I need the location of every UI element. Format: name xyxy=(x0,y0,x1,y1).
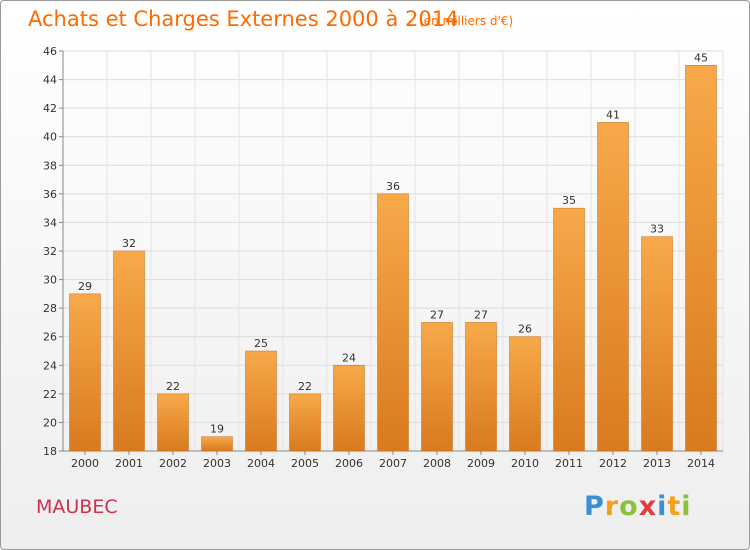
chart-title: Achats et Charges Externes 2000 à 2014 xyxy=(28,7,459,31)
x-tick-label: 2002 xyxy=(159,457,187,470)
y-tick-label: 36 xyxy=(43,188,57,201)
data-label: 36 xyxy=(386,180,400,193)
y-tick-label: 30 xyxy=(43,274,57,287)
chart-subtitle: (en milliers d'€) xyxy=(419,14,514,28)
data-label: 26 xyxy=(518,323,532,336)
bar xyxy=(245,350,277,452)
x-tick-label: 2006 xyxy=(335,457,363,470)
y-tick-label: 18 xyxy=(43,445,57,458)
data-labels: 29 32 22 19 25 22 24 36 27 27 26 35 41 33 45 xyxy=(78,51,708,435)
y-tick-label: 24 xyxy=(43,359,57,372)
x-tick-label: 2005 xyxy=(291,457,319,470)
bar xyxy=(465,322,497,452)
data-label: 27 xyxy=(430,308,444,321)
bar xyxy=(509,336,541,452)
x-tick-label: 2010 xyxy=(511,457,539,470)
data-label: 29 xyxy=(78,280,92,293)
x-axis: 2000 2001 2002 2003 2004 2005 2006 2007 2008 2009… xyxy=(63,450,723,470)
commune-name: MAUBEC xyxy=(36,496,118,518)
proxiti-logo[interactable]: Proxiti xyxy=(584,491,692,522)
bar xyxy=(157,393,189,452)
x-tick-label: 2001 xyxy=(115,457,143,470)
logo-letter: x xyxy=(638,491,658,522)
bar xyxy=(421,322,453,452)
x-tick-label: 2013 xyxy=(643,457,671,470)
bar xyxy=(69,293,101,452)
x-tick-label: 2004 xyxy=(247,457,275,470)
y-tick-label: 40 xyxy=(43,131,57,144)
x-tick-label: 2011 xyxy=(555,457,583,470)
y-tick-label: 32 xyxy=(43,245,57,258)
logo-letter: i xyxy=(657,491,668,522)
y-tick-label: 26 xyxy=(43,331,57,344)
bars xyxy=(69,65,717,452)
bar xyxy=(377,193,409,452)
bar xyxy=(113,250,145,452)
y-tick-label: 46 xyxy=(43,45,57,58)
bar xyxy=(685,65,717,452)
x-tick-label: 2009 xyxy=(467,457,495,470)
logo-letter: P xyxy=(584,491,605,522)
bar xyxy=(641,236,673,452)
x-tick-label: 2003 xyxy=(203,457,231,470)
x-tick-label: 2014 xyxy=(687,457,715,470)
x-tick-label: 2007 xyxy=(379,457,407,470)
bar xyxy=(201,436,233,452)
bar xyxy=(333,365,365,452)
data-label: 35 xyxy=(562,194,576,207)
y-tick-label: 28 xyxy=(43,302,57,315)
logo-letter: t xyxy=(667,491,682,522)
data-label: 41 xyxy=(606,108,620,121)
data-label: 45 xyxy=(694,51,708,64)
x-tick-label: 2012 xyxy=(599,457,627,470)
y-tick-label: 20 xyxy=(43,416,57,429)
data-label: 27 xyxy=(474,308,488,321)
y-tick-label: 44 xyxy=(43,74,57,87)
bar xyxy=(553,207,585,452)
data-label: 33 xyxy=(650,223,664,236)
data-label: 24 xyxy=(342,351,356,364)
bar xyxy=(289,393,321,452)
x-tick-label: 2000 xyxy=(71,457,99,470)
bar xyxy=(597,122,629,452)
logo-letter: o xyxy=(619,491,639,522)
data-label: 22 xyxy=(298,380,312,393)
x-tick-label: 2008 xyxy=(423,457,451,470)
data-label: 32 xyxy=(122,237,136,250)
y-tick-label: 38 xyxy=(43,159,57,172)
data-label: 25 xyxy=(254,337,268,350)
y-tick-label: 22 xyxy=(43,388,57,401)
y-tick-label: 42 xyxy=(43,102,57,115)
logo-letter: r xyxy=(604,491,620,522)
data-label: 19 xyxy=(210,423,224,436)
y-tick-label: 34 xyxy=(43,216,57,229)
logo-letter: i xyxy=(681,491,692,522)
y-axis: 18 20 22 24 26 28 30 32 34 36 38 40 42 44 46 xyxy=(43,45,64,458)
data-label: 22 xyxy=(166,380,180,393)
